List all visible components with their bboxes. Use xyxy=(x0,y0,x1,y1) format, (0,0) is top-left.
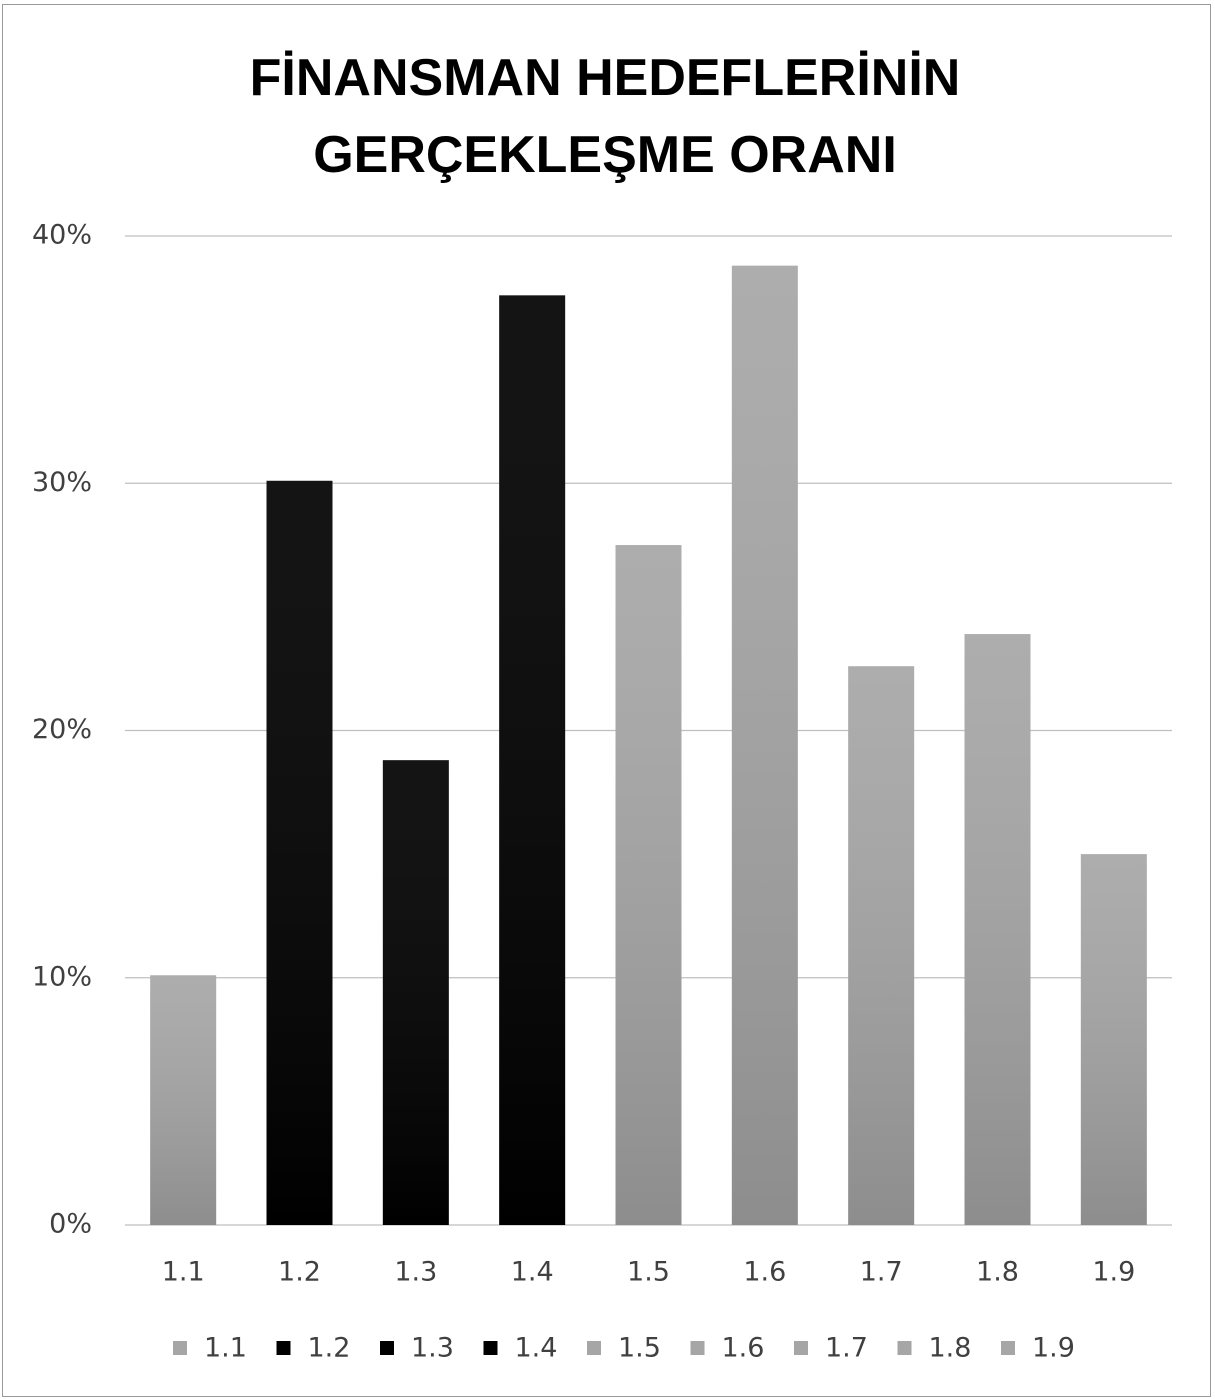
legend-swatch xyxy=(483,1341,498,1355)
x-tick-label: 1.7 xyxy=(860,1257,903,1288)
legend-label: 1.7 xyxy=(825,1333,868,1364)
bar-shade xyxy=(150,975,217,1225)
legend-swatch xyxy=(380,1341,394,1355)
legend-swatch xyxy=(897,1341,912,1355)
x-tick-label: 1.9 xyxy=(1092,1257,1135,1288)
legend-label: 1.1 xyxy=(204,1333,247,1364)
legend-label: 1.2 xyxy=(308,1333,351,1364)
y-tick-label: 0% xyxy=(49,1209,92,1240)
legend-swatch xyxy=(690,1341,705,1355)
x-tick-label: 1.5 xyxy=(627,1257,670,1288)
x-tick-label: 1.3 xyxy=(394,1257,437,1288)
y-tick-label: 40% xyxy=(32,220,92,251)
chart-title: FİNANSMAN HEDEFLERİNİN GERÇEKLEŞME ORANI xyxy=(249,49,961,184)
legend-label: 1.8 xyxy=(929,1333,972,1364)
chart-frame xyxy=(2,4,1211,1397)
x-tick-label: 1.2 xyxy=(278,1257,321,1288)
legend-label: 1.9 xyxy=(1032,1333,1075,1364)
bar-shade xyxy=(1080,854,1147,1225)
bar-shade xyxy=(266,480,333,1226)
legend-label: 1.3 xyxy=(411,1333,454,1364)
bar-shade xyxy=(964,634,1031,1225)
x-tick-label: 1.4 xyxy=(511,1257,554,1288)
legend-swatch xyxy=(1001,1341,1015,1355)
legend-label: 1.4 xyxy=(515,1333,558,1364)
y-tick-label: 10% xyxy=(32,961,92,992)
y-tick-label: 30% xyxy=(32,467,92,498)
x-tick-label: 1.6 xyxy=(743,1257,786,1288)
legend-label: 1.5 xyxy=(618,1333,661,1364)
bar-shade xyxy=(499,295,566,1226)
bar-shade xyxy=(615,545,682,1225)
legend-swatch xyxy=(173,1341,187,1355)
y-tick-label: 20% xyxy=(32,714,92,745)
bar-shade xyxy=(848,666,915,1225)
legend-label: 1.6 xyxy=(722,1333,765,1364)
x-tick-label: 1.8 xyxy=(976,1257,1019,1288)
x-tick-label: 1.1 xyxy=(162,1257,205,1288)
legend-swatch xyxy=(587,1341,601,1355)
bar-shade xyxy=(382,760,449,1225)
bar-shade xyxy=(731,265,798,1225)
legend-swatch xyxy=(794,1341,808,1355)
legend-swatch xyxy=(276,1341,291,1355)
